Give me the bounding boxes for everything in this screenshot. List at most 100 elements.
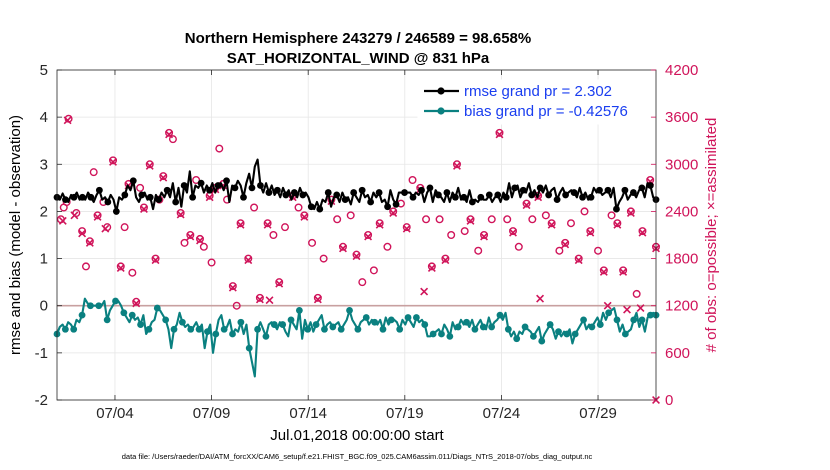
obs-assimilated-stroke	[466, 216, 475, 225]
obs-possible-marker	[375, 219, 384, 228]
bias-point	[95, 302, 103, 310]
obs-possible-marker	[561, 238, 570, 247]
rmse-point	[409, 193, 417, 201]
bias-point	[346, 307, 353, 314]
rmse-point	[570, 189, 578, 196]
obs-assimilated-marker	[165, 130, 174, 139]
obs-assimilated-marker	[420, 287, 429, 296]
obs-possible-marker	[613, 219, 622, 228]
obs-assimilated-stroke	[613, 220, 622, 229]
obs-assimilated-marker	[255, 295, 264, 304]
x-tick-label: 07/09	[193, 405, 231, 422]
obs-possible-marker	[514, 242, 523, 251]
obs-assimilated-marker	[427, 264, 436, 272]
rmse-point	[79, 193, 86, 201]
rmse-point	[333, 191, 341, 199]
obs-possible-marker	[364, 230, 373, 239]
rmse-point	[240, 193, 247, 201]
legend-rmse-marker	[437, 87, 445, 95]
obs-assimilated-marker	[93, 212, 102, 221]
obs-assimilated-stroke	[265, 296, 274, 305]
bias-point	[112, 297, 119, 305]
rmse-point	[197, 179, 205, 187]
obs-possible-marker	[441, 254, 450, 263]
obs-possible-marker	[180, 238, 189, 247]
obs-possible-marker	[460, 227, 469, 236]
obs-possible-marker	[408, 175, 417, 184]
obs-assimilated-stroke	[186, 232, 195, 241]
obs-assimilated-marker	[132, 299, 141, 308]
rmse-point	[290, 189, 298, 196]
obs-possible-marker	[165, 128, 174, 137]
y-tick-label-right: 3600	[665, 109, 698, 126]
bias-point	[488, 323, 496, 331]
obs-possible-marker	[452, 160, 461, 169]
y-tick-label-left: 1	[40, 251, 48, 268]
bias-point	[78, 311, 86, 319]
rmse-point	[528, 191, 536, 199]
rmse-point	[502, 193, 510, 201]
obs-possible-marker	[85, 237, 94, 246]
rmse-point	[350, 189, 358, 196]
obs-possible-marker	[313, 293, 322, 302]
obs-possible-marker	[541, 211, 550, 220]
obs-possible-marker	[358, 278, 367, 287]
obs-possible-marker	[128, 268, 137, 277]
obs-assimilated-stroke	[441, 256, 450, 265]
bias-point	[103, 316, 111, 324]
obs-possible-marker	[159, 172, 168, 181]
rmse-point	[112, 208, 120, 215]
rmse-point	[282, 191, 290, 199]
bias-point	[120, 309, 128, 317]
obs-assimilated-marker	[300, 212, 309, 221]
obs-possible-marker	[547, 219, 556, 228]
obs-assimilated-stroke	[389, 209, 398, 217]
obs-assimilated-marker	[547, 220, 556, 229]
obs-assimilated-marker	[78, 229, 87, 238]
obs-assimilated-marker	[63, 116, 72, 125]
bias-point	[279, 321, 287, 328]
obs-assimilated-marker	[574, 256, 583, 265]
obs-assimilated-marker	[176, 210, 185, 219]
obs-assimilated-marker	[495, 130, 504, 139]
y-ticks-right: 0 600 1200 1800 2400 3000 3600 4200	[651, 62, 698, 409]
series-layer	[53, 158, 660, 378]
obs-assimilated-stroke	[93, 212, 102, 221]
rmse-point	[494, 191, 502, 199]
rmse-point	[341, 196, 349, 204]
obs-possible-marker	[89, 168, 98, 177]
y-ticks-left: -2 -1 0 1 2 3 4 5	[35, 62, 62, 409]
obs-possible-marker	[586, 227, 595, 236]
rmse-point	[121, 191, 129, 199]
rmse-point	[316, 205, 324, 213]
obs-assimilated-marker	[109, 157, 118, 166]
obs-possible-marker	[236, 219, 245, 228]
y-tick-label-left: 4	[40, 109, 48, 126]
y-axis-label-left: rmse and bias (model - observation)	[7, 115, 24, 355]
bias-point	[396, 325, 404, 333]
bias-point	[237, 318, 245, 326]
obs-possible-marker	[528, 215, 537, 224]
rmse-point	[638, 184, 646, 192]
obs-assimilated-stroke	[176, 210, 185, 219]
obs-assimilated-marker	[139, 205, 148, 214]
obs-possible-marker	[474, 246, 483, 255]
obs-possible-marker	[369, 266, 378, 275]
obs-assimilated-stroke	[495, 130, 504, 139]
obs-assimilated-marker	[561, 240, 570, 249]
rmse-point	[579, 193, 586, 201]
obs-possible-marker	[503, 215, 512, 224]
x-tick-label: 07/04	[96, 405, 134, 422]
obs-assimilated-stroke	[626, 209, 635, 217]
rmse-point	[460, 193, 468, 201]
obs-possible-marker	[352, 250, 361, 259]
obs-assimilated-stroke	[205, 193, 214, 202]
rmse-point	[485, 191, 493, 199]
rmse-point	[418, 186, 425, 194]
obs-assimilated-stroke	[109, 157, 118, 166]
obs-assimilated-stroke	[599, 267, 608, 276]
obs-assimilated-marker	[509, 228, 517, 237]
y-tick-label-left: 5	[40, 62, 48, 79]
obs-assimilated-marker	[466, 216, 475, 225]
obs-assimilated-stroke	[132, 299, 141, 308]
